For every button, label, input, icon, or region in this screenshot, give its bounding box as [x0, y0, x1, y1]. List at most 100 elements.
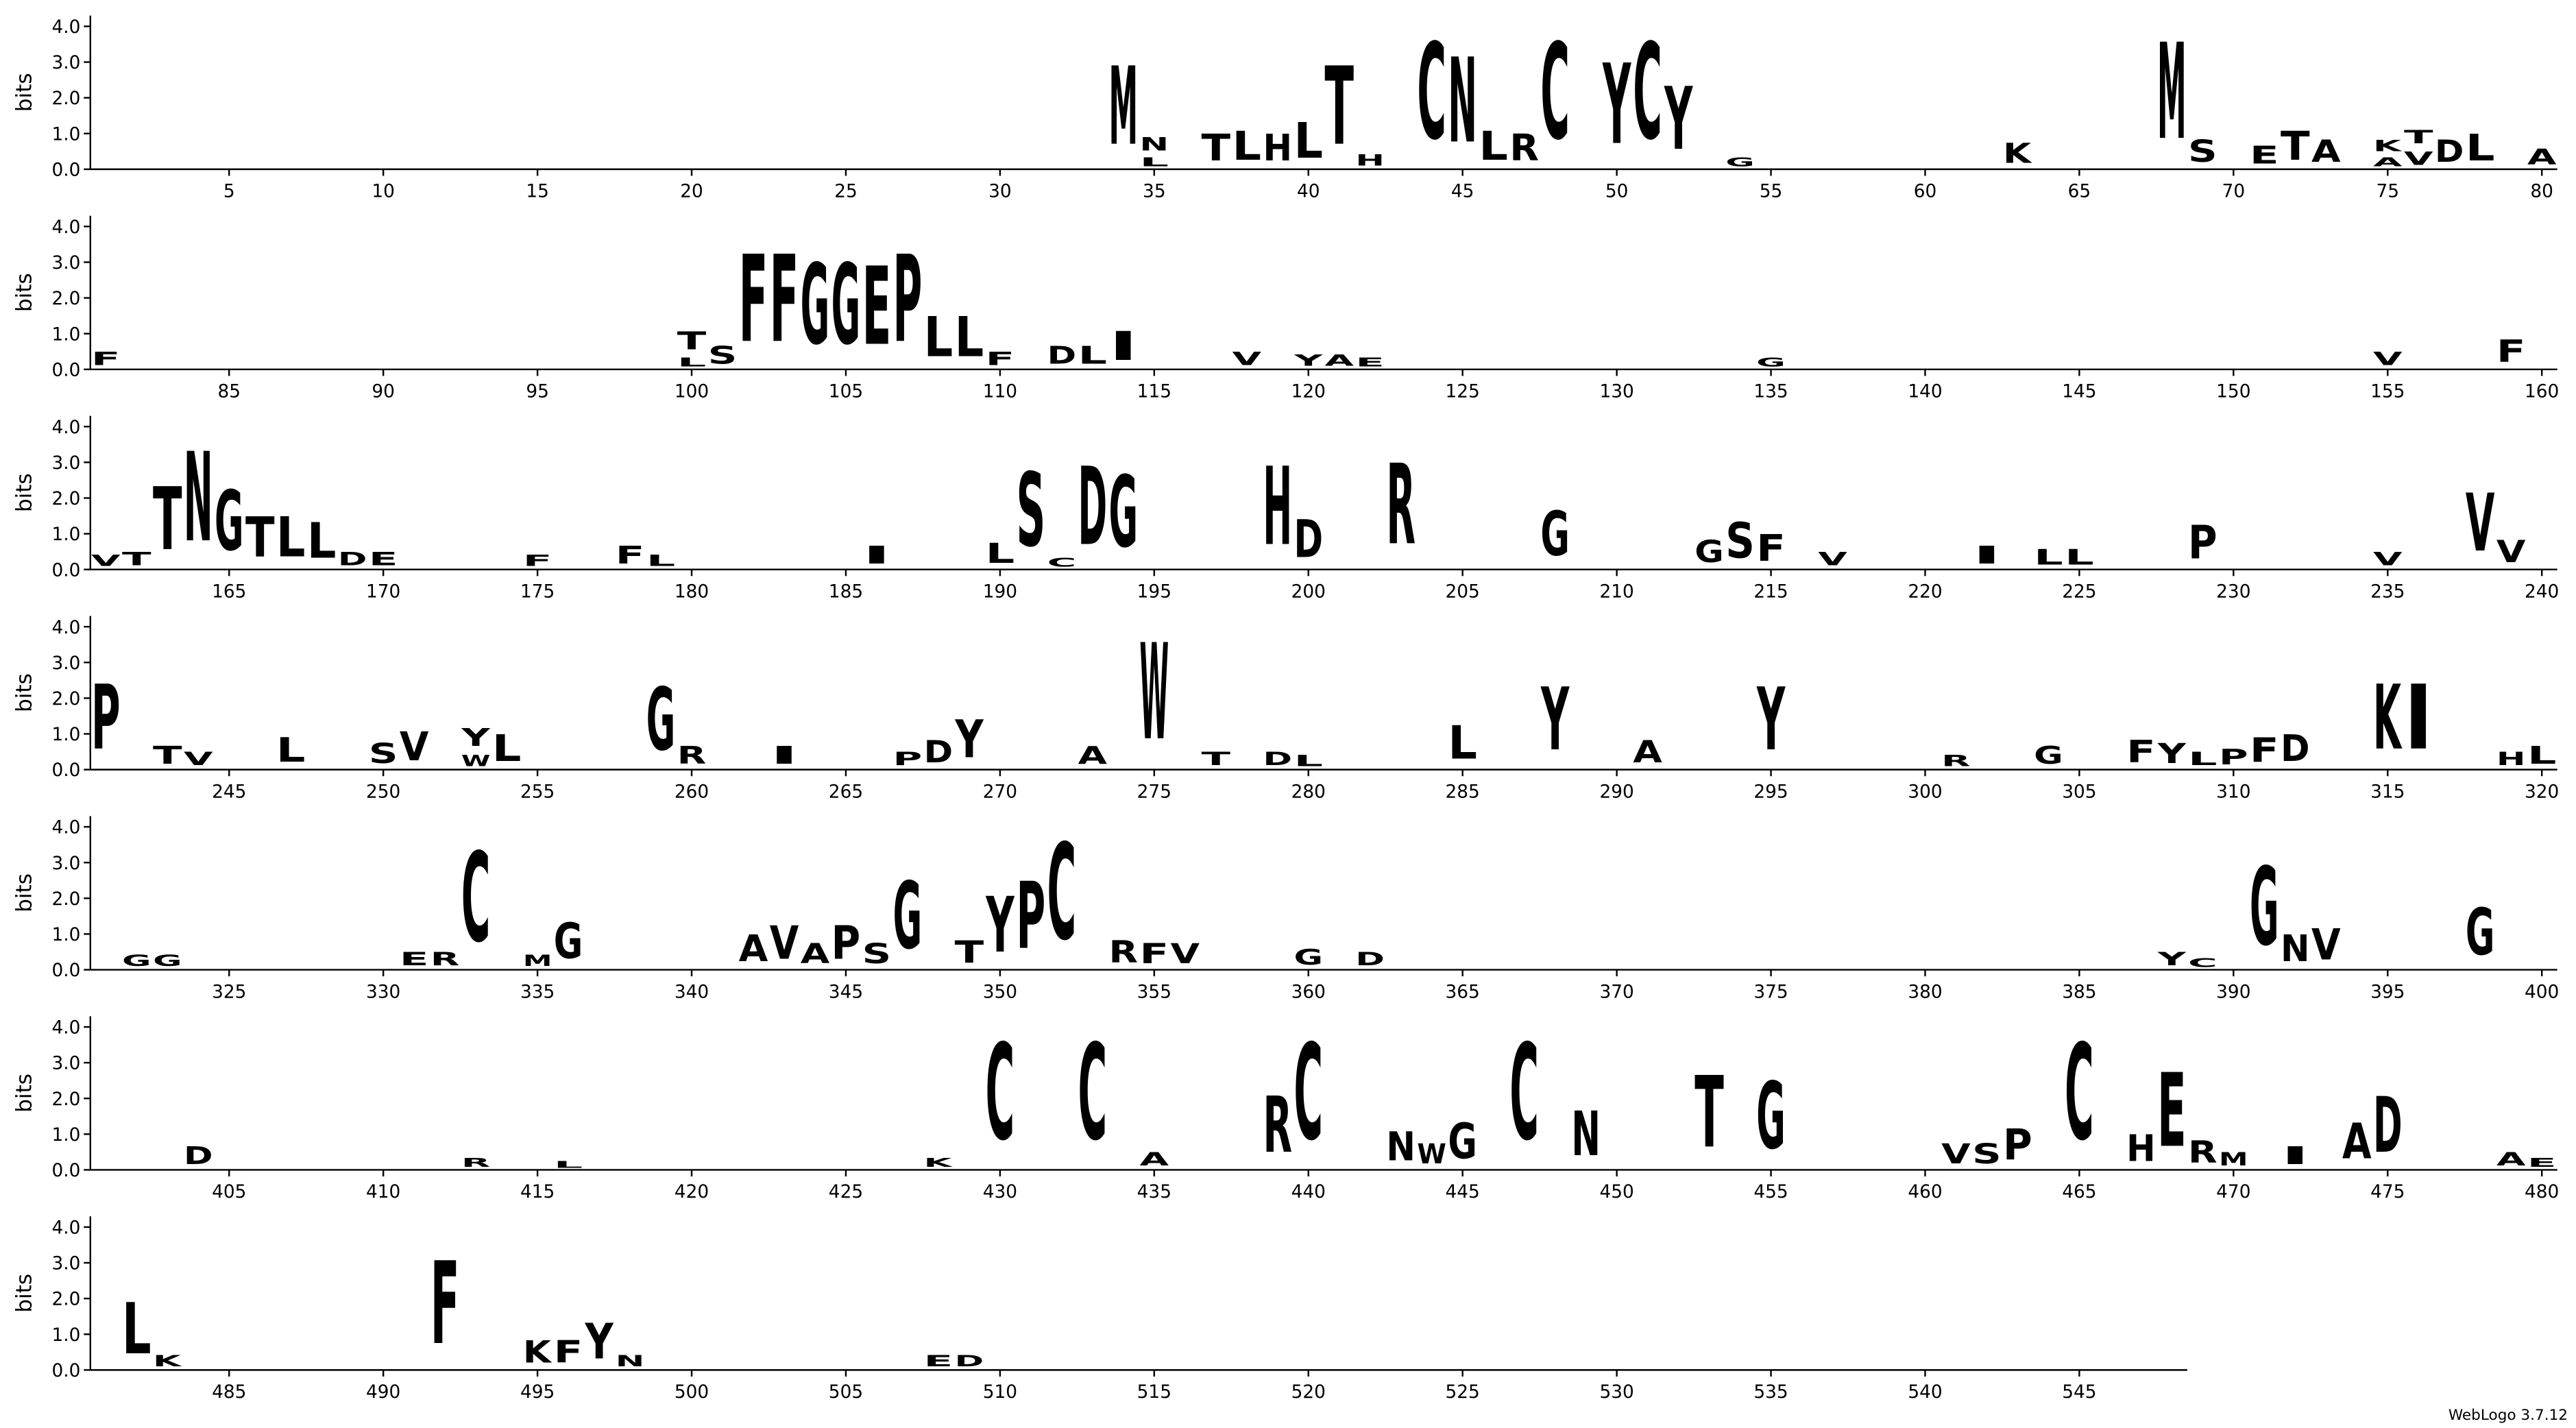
y-axis-label: bits	[12, 1074, 37, 1113]
logo-letter: V	[400, 723, 429, 770]
logo-letter: W	[1417, 1138, 1446, 1170]
logo-letter: D	[2373, 1080, 2403, 1170]
logo-letter: Y	[585, 1314, 614, 1370]
y-tick-label: 3.0	[52, 253, 81, 274]
logo-letter: S	[1017, 452, 1046, 570]
logo-row: bits 0.0 1.0 2.0 3.0 4.0 165 170 175 180 185 190 195…	[12, 415, 2559, 602]
y-tick-label: 0.0	[52, 160, 81, 180]
logo-letter: F	[1756, 527, 1786, 570]
logo-letter: K	[523, 1335, 552, 1370]
logo-letter: T	[245, 505, 275, 570]
logo-letter: T	[153, 742, 182, 771]
logo-letter: G	[153, 952, 182, 970]
logo-letter: D	[1047, 341, 1077, 370]
x-tick-label: 305	[2062, 782, 2096, 802]
logo-letter: P	[2188, 516, 2217, 570]
logo-letter: L	[1448, 716, 1477, 770]
x-tick-label: 445	[1446, 1182, 1480, 1202]
y-axis-label: bits	[12, 73, 37, 112]
logo-letter: G	[122, 952, 151, 970]
logo-letter: K	[153, 1352, 182, 1370]
x-tick-label: 205	[1446, 581, 1480, 602]
logo-letter: G	[893, 864, 923, 971]
logo-letter: G	[2466, 895, 2495, 970]
x-tick-label: 255	[520, 782, 555, 802]
y-tick-label: 3.0	[52, 1254, 81, 1274]
logo-letter: H	[1263, 446, 1292, 570]
logo-letter: D	[1263, 748, 1292, 769]
logo-letter: S	[369, 738, 398, 770]
x-tick-label: 125	[1446, 382, 1480, 402]
x-tick-label: 260	[675, 782, 709, 802]
x-tick-label: 210	[1599, 581, 1633, 602]
y-tick-label: 3.0	[52, 1054, 81, 1074]
x-tick-label: 435	[1137, 1182, 1171, 1202]
logo-row: bits 0.0 1.0 2.0 3.0 4.0 5 10 15 20 25 30 35 40 45 50 55…	[12, 15, 2557, 202]
logo-letter: N	[616, 1353, 645, 1370]
logo-letter: G	[1448, 1113, 1477, 1170]
logo-letter: A	[1140, 1149, 1169, 1170]
x-tick-label: 455	[1753, 1182, 1788, 1202]
x-tick-label: 415	[520, 1182, 555, 1202]
logo-letter: I	[2404, 666, 2433, 770]
logo-letter: Y	[1540, 670, 1570, 769]
logo-letter: E	[2527, 1155, 2557, 1170]
logo-letter: D	[1355, 948, 1385, 969]
logo-letter: L	[1232, 123, 1261, 169]
y-tick-label: 1.0	[52, 324, 81, 345]
y-tick-label: 2.0	[52, 88, 81, 109]
logo-letter: M	[1109, 45, 1139, 170]
logo-letter: L	[1293, 752, 1323, 770]
logo-letter: R	[1263, 1080, 1292, 1170]
logo-letter: L	[276, 506, 306, 570]
footer: WebLogo 3.7.12	[2449, 1407, 2568, 1424]
logo-letter: A	[801, 938, 830, 970]
x-tick-label: 235	[2370, 581, 2405, 602]
logo-letter: A	[2373, 155, 2403, 169]
logo-letter: L	[492, 727, 522, 770]
logo-letter: S	[708, 341, 738, 370]
logo-letter: N	[2281, 927, 2310, 970]
logo-letter: T	[1324, 45, 1354, 170]
logo-letter: G	[1293, 945, 1323, 971]
logo-letter: G	[831, 241, 861, 370]
x-tick-label: 320	[2525, 782, 2559, 802]
logo-letter: A	[2342, 1113, 2372, 1170]
x-tick-label: 85	[217, 382, 241, 402]
y-tick-label: 3.0	[52, 53, 81, 73]
logo-letter: C	[1509, 1016, 1539, 1170]
logo-letter: E	[2250, 141, 2279, 169]
logo-letter: F	[616, 541, 645, 570]
x-tick-label: 330	[366, 982, 400, 1002]
y-tick-label: 2.0	[52, 289, 81, 309]
logo-letter: D	[1078, 446, 1108, 570]
logo-row: bits 0.0 1.0 2.0 3.0 4.0 405 410 415 420 425 430 435…	[12, 1016, 2560, 1202]
logo-letter: I	[1972, 541, 2002, 570]
x-tick-label: 50	[1605, 182, 1629, 202]
logo-letter: H	[1263, 127, 1292, 170]
x-tick-label: 465	[2062, 1182, 2096, 1202]
x-tick-label: 480	[2525, 1182, 2559, 1202]
logo-letter: H	[1355, 152, 1385, 170]
logo-letter: D	[338, 548, 367, 569]
logo-letter: P	[91, 666, 121, 770]
logo-letter: C	[2065, 1016, 2094, 1170]
logo-letter: T	[1202, 749, 1231, 770]
logo-letter: T	[955, 934, 984, 970]
logo-letter: C	[1078, 1016, 1108, 1170]
logo-letter: C	[1417, 15, 1446, 169]
logo-letter: V	[1171, 938, 1200, 970]
logo-letter: I	[770, 741, 799, 770]
x-tick-label: 410	[366, 1182, 400, 1202]
logo-letter: A	[739, 927, 768, 969]
logo-letter: K	[2373, 137, 2403, 155]
logo-letter: D	[2435, 134, 2464, 169]
x-tick-label: 265	[829, 782, 863, 802]
logo-letter: V	[2496, 533, 2526, 570]
logo-letter: F	[739, 230, 768, 370]
logo-letter: G	[2034, 741, 2063, 770]
x-tick-label: 460	[1908, 1182, 1942, 1202]
y-tick-label: 0.0	[52, 960, 81, 981]
logo-letter: V	[2311, 919, 2341, 969]
x-tick-label: 180	[675, 581, 709, 602]
